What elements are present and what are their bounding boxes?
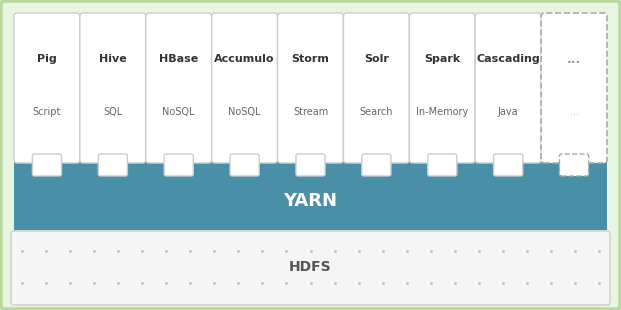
Bar [14, 162, 607, 230]
FancyBboxPatch shape [164, 154, 193, 176]
Text: YARN: YARN [284, 193, 337, 210]
Text: NoSQL: NoSQL [229, 108, 261, 117]
Text: ...: ... [567, 53, 581, 66]
FancyBboxPatch shape [494, 154, 523, 176]
FancyBboxPatch shape [14, 13, 80, 163]
FancyBboxPatch shape [409, 13, 475, 163]
Text: Search: Search [360, 108, 393, 117]
FancyBboxPatch shape [32, 154, 61, 176]
Text: In-Memory: In-Memory [416, 108, 468, 117]
Text: NoSQL: NoSQL [163, 108, 195, 117]
FancyBboxPatch shape [428, 154, 457, 176]
Text: HBase: HBase [159, 54, 198, 64]
FancyBboxPatch shape [541, 13, 607, 163]
Text: Script: Script [33, 108, 61, 117]
FancyBboxPatch shape [230, 154, 259, 176]
Text: Storm: Storm [292, 54, 329, 64]
FancyBboxPatch shape [343, 13, 409, 163]
FancyBboxPatch shape [212, 13, 278, 163]
Text: SQL: SQL [103, 108, 122, 117]
Text: Java: Java [498, 108, 519, 117]
Text: Pig: Pig [37, 54, 57, 64]
Text: ...: ... [569, 108, 579, 117]
FancyBboxPatch shape [362, 154, 391, 176]
Text: Spark: Spark [424, 54, 460, 64]
Text: Accumulo: Accumulo [214, 54, 275, 64]
FancyBboxPatch shape [80, 13, 146, 163]
Text: Solr: Solr [364, 54, 389, 64]
Text: Hive: Hive [99, 54, 127, 64]
FancyBboxPatch shape [560, 154, 589, 176]
FancyBboxPatch shape [146, 13, 212, 163]
FancyBboxPatch shape [278, 13, 343, 163]
Polygon shape [14, 162, 607, 230]
Text: HDFS: HDFS [289, 260, 332, 274]
FancyBboxPatch shape [11, 231, 610, 305]
FancyBboxPatch shape [475, 13, 541, 163]
FancyBboxPatch shape [98, 154, 127, 176]
Text: Stream: Stream [293, 108, 328, 117]
FancyBboxPatch shape [296, 154, 325, 176]
Text: Cascading: Cascading [476, 54, 540, 64]
